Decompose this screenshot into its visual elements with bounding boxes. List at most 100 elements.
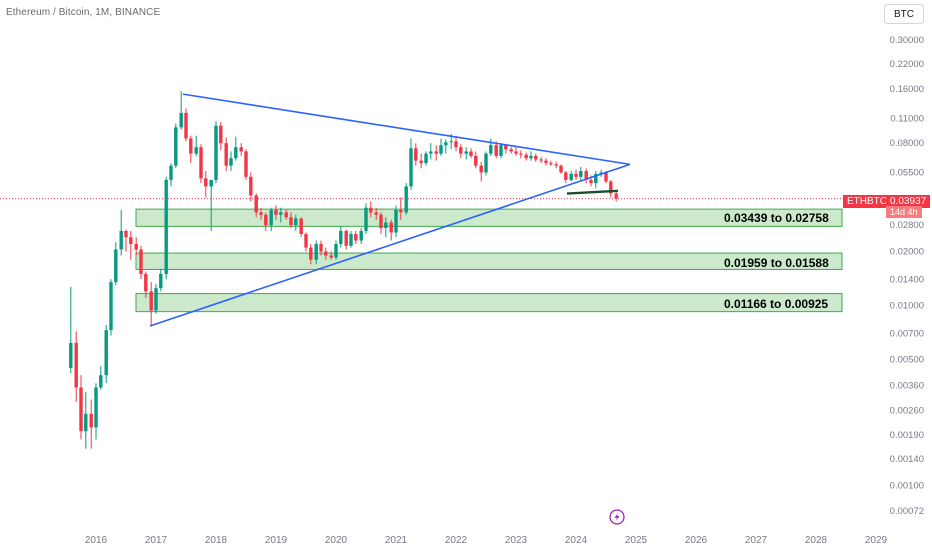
candle-body: [489, 145, 493, 154]
candle-body: [109, 282, 113, 331]
x-tick-label: 2027: [745, 535, 768, 546]
candle-body: [574, 173, 578, 177]
candle-body: [209, 179, 213, 187]
x-tick-label: 2018: [205, 535, 228, 546]
zone-label-2: 0.01959 to 0.01588: [724, 256, 829, 270]
candle-body: [284, 212, 288, 218]
y-tick-label: 0.05500: [890, 167, 924, 178]
candle-body: [519, 153, 523, 155]
candle-body: [324, 251, 328, 256]
candle-body: [494, 145, 498, 156]
candle-body: [299, 218, 303, 235]
support-zone-1: [135, 208, 843, 227]
y-tick-label: 0.01400: [890, 274, 924, 285]
y-tick-label: 0.00500: [890, 355, 924, 366]
x-tick-label: 2026: [685, 535, 708, 546]
x-tick-label: 2022: [445, 535, 468, 546]
candle-body: [464, 151, 468, 154]
candle-body: [364, 207, 368, 231]
candle-body: [174, 127, 178, 166]
y-tick-label: 0.11000: [890, 113, 924, 124]
x-tick-label: 2028: [805, 535, 828, 546]
candle-body: [74, 342, 78, 388]
candle-body: [599, 172, 603, 174]
candle-body: [514, 151, 518, 154]
candle-body: [144, 273, 148, 292]
y-tick-label: 0.00190: [890, 430, 924, 441]
candle-body: [254, 195, 258, 213]
y-tick-label: 0.08000: [890, 138, 924, 149]
candle-body: [219, 125, 223, 144]
candle-body: [214, 125, 218, 180]
x-tick-label: 2016: [85, 535, 108, 546]
candle-body: [429, 151, 433, 154]
candle-body: [154, 288, 158, 311]
candle-body: [439, 145, 443, 154]
candle-body: [604, 172, 608, 182]
candle-body: [319, 244, 323, 252]
currency-button[interactable]: BTC: [884, 4, 924, 24]
candle-body: [389, 222, 393, 233]
candle-body: [204, 178, 208, 187]
trendlines: [149, 93, 631, 327]
y-tick-label: 0.01000: [890, 301, 924, 312]
candle-body: [169, 165, 173, 180]
candle-body: [354, 234, 358, 241]
price-axis[interactable]: 0.30000 0.22000 0.16000 0.11000 0.08000 0.055…: [890, 35, 924, 517]
candle-body: [99, 375, 103, 388]
candle-body: [379, 214, 383, 229]
candle-body: [149, 291, 153, 311]
zone-label-3: 0.01166 to 0.00925: [724, 297, 829, 311]
candle-body: [94, 387, 98, 428]
candle-body: [279, 212, 283, 215]
y-tick-label: 0.22000: [890, 59, 924, 70]
x-tick-label: 2020: [325, 535, 348, 546]
candle-body: [179, 112, 183, 128]
candle-body: [609, 181, 613, 194]
candle-body: [384, 222, 388, 229]
candle-body: [134, 244, 138, 250]
chart-title: Ethereum / Bitcoin, 1M, BINANCE: [6, 7, 161, 18]
time-axis[interactable]: 2016 2017 2018 2019 2020 2021 2022 2023 2024 2025…: [85, 535, 888, 546]
candle-body: [224, 143, 228, 166]
candle-body: [459, 147, 463, 154]
candle-body: [329, 255, 333, 258]
candle-body: [244, 151, 248, 177]
candle-body: [199, 147, 203, 179]
candle-body: [294, 218, 298, 226]
x-tick-label: 2023: [505, 535, 528, 546]
last-price-tag: 0.03937: [886, 195, 931, 208]
candle-body: [584, 171, 588, 180]
symbol-tag: ETHBTC: [843, 195, 891, 208]
events-marker[interactable]: [609, 509, 625, 525]
candle-body: [534, 155, 538, 160]
candle-body: [309, 247, 313, 260]
candle-body: [264, 214, 268, 226]
candle-body: [409, 148, 413, 187]
y-tick-label: 0.00072: [890, 506, 924, 517]
y-tick-label: 0.00140: [890, 454, 924, 465]
y-tick-label: 0.00360: [890, 380, 924, 391]
candle-body: [529, 155, 533, 159]
candle-body: [479, 165, 483, 173]
support-zone-3: [135, 293, 843, 313]
trendline-lower: [149, 163, 631, 327]
candle-body: [469, 151, 473, 156]
candle-body: [569, 173, 573, 180]
candle-body: [259, 212, 263, 215]
candle-body: [594, 173, 598, 184]
y-tick-label: 0.00260: [890, 406, 924, 417]
candle-body: [359, 230, 363, 241]
candle-body: [184, 112, 188, 139]
candle-body: [539, 159, 543, 161]
y-tick-label: 0.16000: [890, 84, 924, 95]
x-tick-label: 2024: [565, 535, 588, 546]
candle-body: [314, 244, 318, 260]
candle-body: [404, 186, 408, 213]
candle-body: [234, 147, 238, 159]
candle-body: [79, 387, 83, 432]
candlesticks: [69, 91, 618, 449]
candle-body: [484, 153, 488, 173]
candle-body: [434, 151, 438, 154]
